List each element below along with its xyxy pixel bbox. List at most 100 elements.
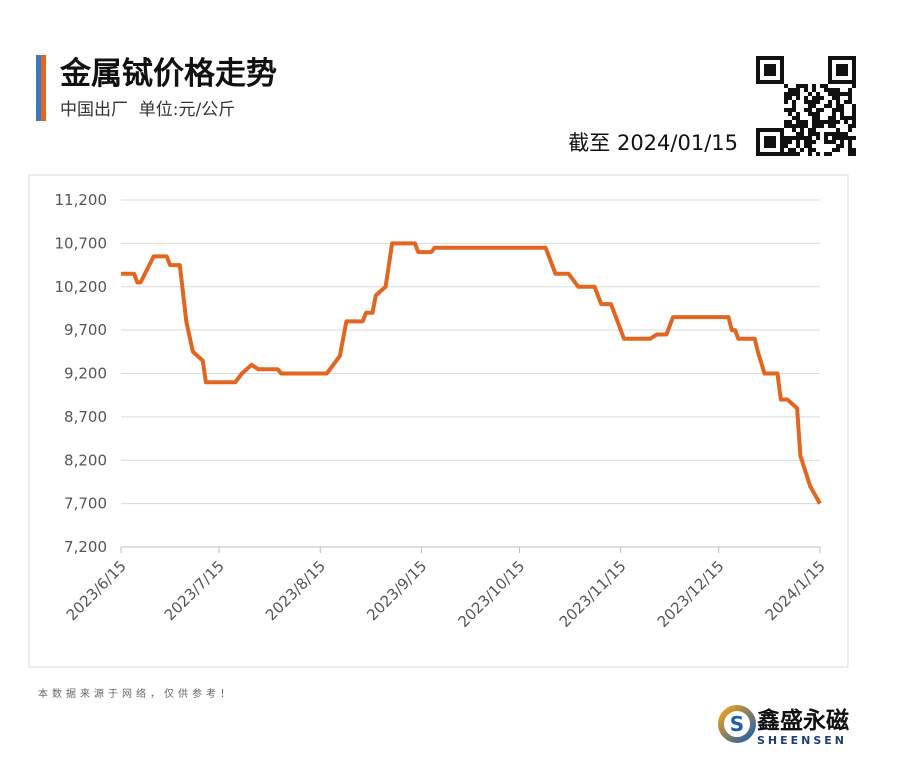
qr-cell bbox=[796, 112, 800, 116]
qr-cell bbox=[844, 92, 848, 96]
qr-cell bbox=[820, 124, 824, 128]
qr-cell bbox=[808, 144, 812, 148]
qr-cell bbox=[792, 124, 796, 128]
qr-cell bbox=[804, 100, 808, 104]
qr-cell bbox=[828, 116, 832, 120]
qr-cell bbox=[788, 136, 792, 140]
qr-cell bbox=[836, 148, 840, 152]
qr-cell bbox=[848, 148, 852, 152]
qr-cell bbox=[804, 108, 808, 112]
qr-cell bbox=[816, 124, 820, 128]
qr-cell bbox=[800, 136, 804, 140]
qr-cell bbox=[812, 116, 816, 120]
x-tick-label: 2023/12/15 bbox=[654, 557, 728, 631]
x-tick-label: 2023/9/15 bbox=[363, 557, 430, 624]
qr-cell bbox=[844, 120, 848, 124]
qr-cell bbox=[840, 92, 844, 96]
qr-cell bbox=[812, 148, 816, 152]
qr-cell bbox=[812, 88, 816, 92]
qr-cell bbox=[840, 116, 844, 120]
qr-cell bbox=[796, 132, 800, 136]
qr-cell bbox=[828, 132, 832, 136]
qr-cell bbox=[832, 148, 836, 152]
y-tick-label: 9,700 bbox=[64, 321, 107, 339]
qr-cell bbox=[836, 120, 840, 124]
qr-cell bbox=[816, 120, 820, 124]
qr-cell bbox=[808, 108, 812, 112]
qr-cell bbox=[816, 136, 820, 140]
qr-cell bbox=[848, 144, 852, 148]
qr-cell bbox=[840, 104, 844, 108]
qr-cell bbox=[804, 140, 808, 144]
qr-cell bbox=[816, 100, 820, 104]
qr-cell bbox=[836, 132, 840, 136]
qr-cell bbox=[792, 104, 796, 108]
qr-cell bbox=[824, 84, 828, 88]
qr-cell bbox=[848, 128, 852, 132]
qr-cell bbox=[844, 100, 848, 104]
qr-cell bbox=[824, 88, 828, 92]
qr-finder bbox=[756, 56, 784, 84]
qr-cell bbox=[812, 84, 816, 88]
qr-cell bbox=[816, 116, 820, 120]
qr-cell bbox=[832, 136, 836, 140]
qr-cell bbox=[832, 112, 836, 116]
y-tick-label: 8,700 bbox=[64, 408, 107, 426]
qr-cell bbox=[812, 100, 816, 104]
qr-cell bbox=[840, 108, 844, 112]
qr-cell bbox=[828, 88, 832, 92]
qr-cell bbox=[836, 96, 840, 100]
qr-cell bbox=[784, 120, 788, 124]
qr-cell bbox=[832, 120, 836, 124]
qr-cell bbox=[828, 100, 832, 104]
qr-cell bbox=[816, 132, 820, 136]
qr-cell bbox=[804, 88, 808, 92]
qr-cell bbox=[832, 96, 836, 100]
as-of-date: 截至 2024/01/15 bbox=[568, 131, 738, 155]
qr-cell bbox=[788, 112, 792, 116]
qr-cell bbox=[848, 152, 852, 156]
qr-cell bbox=[804, 144, 808, 148]
qr-cell bbox=[784, 144, 788, 148]
qr-cell bbox=[816, 112, 820, 116]
y-tick-label: 8,200 bbox=[64, 451, 107, 469]
qr-cell bbox=[784, 100, 788, 104]
qr-cell bbox=[824, 120, 828, 124]
qr-cell bbox=[808, 140, 812, 144]
qr-cell bbox=[796, 92, 800, 96]
qr-cell bbox=[844, 132, 848, 136]
qr-cell bbox=[784, 124, 788, 128]
qr-cell bbox=[784, 108, 788, 112]
qr-cell bbox=[832, 92, 836, 96]
qr-cell bbox=[796, 96, 800, 100]
logo-letter: S bbox=[730, 712, 744, 736]
qr-cell bbox=[808, 136, 812, 140]
qr-cell bbox=[848, 140, 852, 144]
qr-cell bbox=[828, 92, 832, 96]
qr-cell bbox=[852, 104, 856, 108]
qr-cell bbox=[788, 148, 792, 152]
qr-cell bbox=[852, 120, 856, 124]
logo-mark bbox=[718, 705, 756, 743]
qr-cell bbox=[852, 112, 856, 116]
qr-cell bbox=[796, 124, 800, 128]
qr-finder bbox=[836, 64, 848, 76]
qr-cell bbox=[852, 136, 856, 140]
qr-cell bbox=[792, 100, 796, 104]
y-tick-label: 10,700 bbox=[55, 234, 108, 252]
qr-cell bbox=[792, 108, 796, 112]
qr-cell bbox=[852, 84, 856, 88]
qr-cell bbox=[848, 136, 852, 140]
y-tick-label: 9,200 bbox=[64, 365, 107, 383]
qr-cell bbox=[796, 120, 800, 124]
qr-cell bbox=[804, 124, 808, 128]
qr-finder bbox=[764, 64, 776, 76]
qr-cell bbox=[804, 84, 808, 88]
qr-cell bbox=[828, 152, 832, 156]
qr-cell bbox=[796, 136, 800, 140]
qr-cell bbox=[788, 120, 792, 124]
qr-cell bbox=[816, 96, 820, 100]
qr-cell bbox=[808, 128, 812, 132]
qr-cell bbox=[844, 136, 848, 140]
